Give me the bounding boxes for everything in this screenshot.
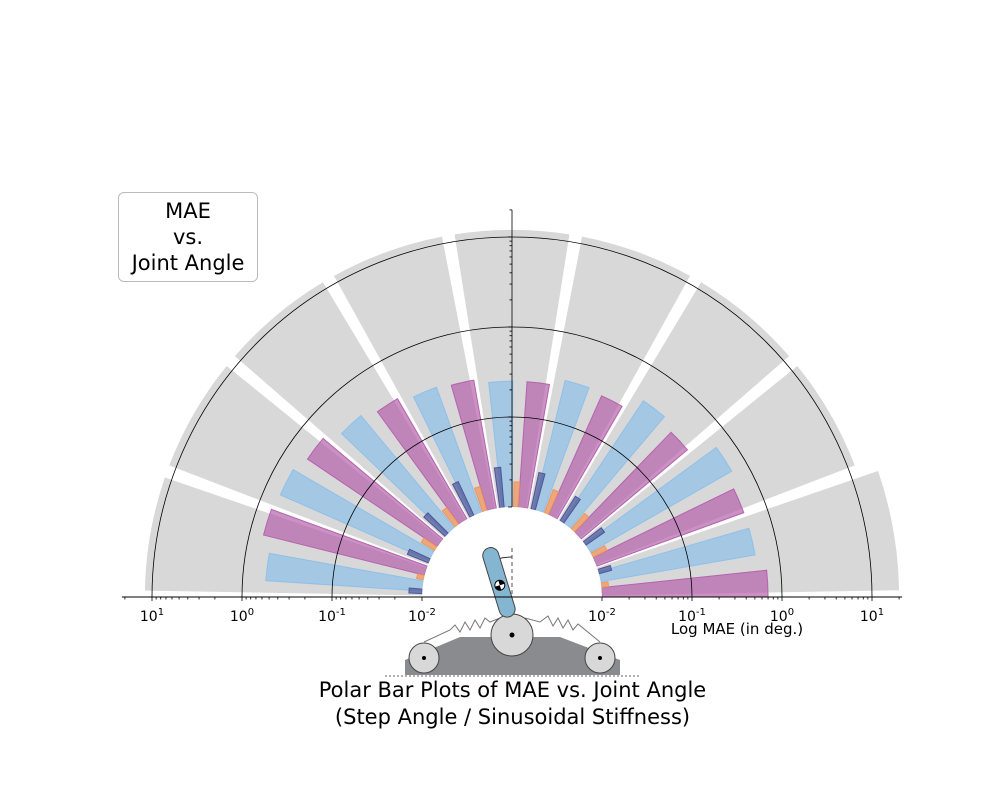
tick-label-3: 101 [860, 607, 884, 625]
chart-title-line-1: Polar Bar Plots of MAE vs. Joint Angle [318, 678, 707, 702]
bar-orange-8 [416, 573, 426, 581]
radial-axis: 10-2 10-2 10-1 10-1 100 100 101 101 Log MAE (in … [121, 209, 903, 638]
tick-label-2: 100 [770, 607, 794, 625]
chart-title-line-2: (Step Angle / Sinusoidal Stiffness) [334, 705, 691, 729]
legend-line-1: MAE [165, 199, 211, 223]
polar-bars [144, 229, 900, 598]
bar-orange-0 [600, 581, 610, 588]
bar-navy-8 [408, 587, 423, 595]
pendulum-diagram [385, 547, 640, 677]
tick-label-0: 10-2 [408, 607, 436, 625]
tick-label-2: 100 [230, 607, 254, 625]
legend-line-3: Joint Angle [131, 251, 245, 275]
tick-label-3: 101 [140, 607, 164, 625]
radial-axis-label: Log MAE (in deg.) [671, 620, 803, 638]
tick-label-1: 10-1 [678, 607, 706, 625]
pendulum-link [482, 547, 516, 618]
left-spring [423, 617, 501, 643]
chart-title: Polar Bar Plots of MAE vs. Joint Angle (… [250, 677, 775, 731]
tick-label-1: 10-1 [318, 607, 346, 625]
tick-label-0: 10-2 [588, 607, 616, 625]
legend-line-2: vs. [172, 225, 204, 249]
legend-box: MAE vs. Joint Angle [118, 192, 258, 282]
bar-range-3 [529, 236, 690, 519]
right-spring [524, 615, 601, 643]
bar-range-7 [169, 365, 443, 565]
